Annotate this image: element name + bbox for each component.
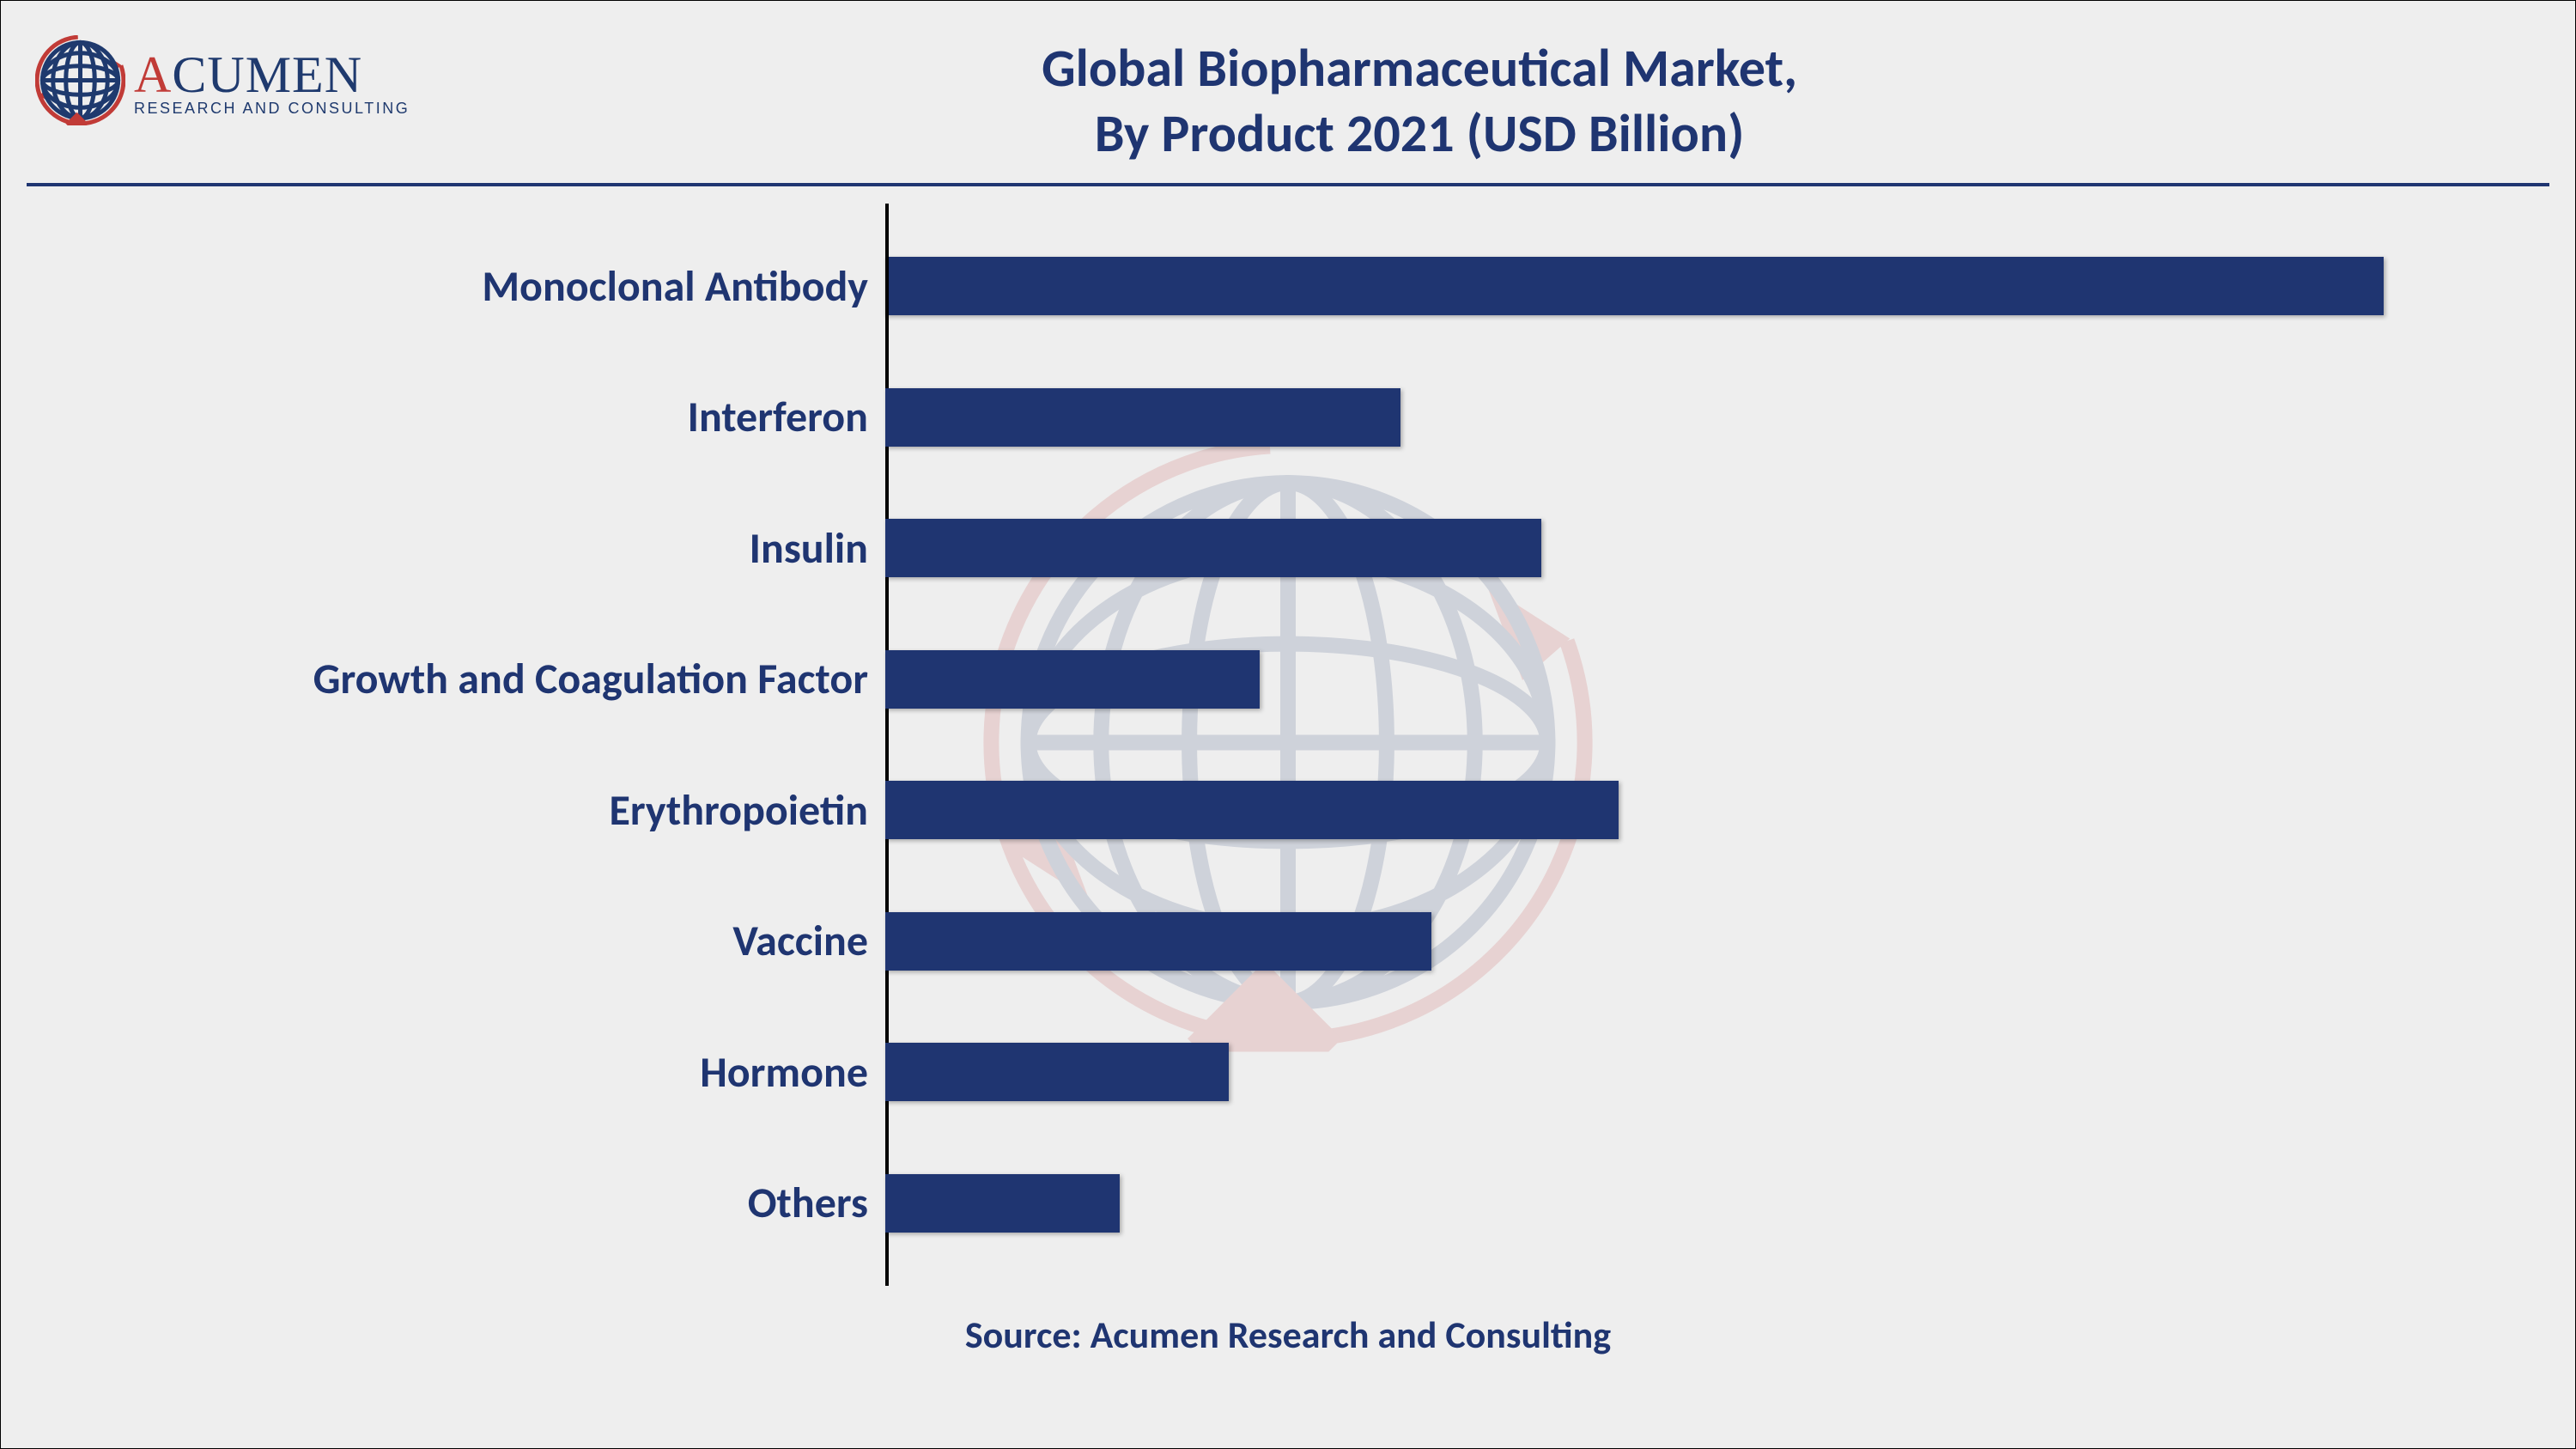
logo-sub: RESEARCH AND CONSULTING: [134, 100, 410, 116]
bar-track: [885, 352, 2446, 484]
bar: [885, 781, 1619, 839]
bar: [885, 1174, 1120, 1233]
logo-globe-icon: [35, 35, 125, 130]
category-label: Erythropoietin: [181, 784, 885, 837]
bar-row: Growth and Coagulation Factor: [181, 614, 2446, 746]
chart-rows: Monoclonal Antibody Interferon Insulin Grow…: [181, 221, 2446, 1269]
bar-track: [885, 614, 2446, 746]
logo: ACUMEN RESEARCH AND CONSULTING: [27, 27, 410, 130]
source-attribution: Source: Acumen Research and Consulting: [27, 1312, 2549, 1358]
bar-row: Others: [181, 1138, 2446, 1269]
chart-title: Global Biopharmaceutical Market, By Prod…: [444, 27, 2549, 166]
bar-row: Insulin: [181, 483, 2446, 614]
chart-area: Monoclonal Antibody Interferon Insulin Grow…: [27, 221, 2549, 1269]
bar-row: Vaccine: [181, 876, 2446, 1008]
logo-main: ACUMEN: [134, 49, 410, 100]
title-line-2: By Product 2021 (USD Billion): [444, 100, 2395, 166]
category-label: Vaccine: [181, 915, 885, 967]
chart-frame: ACUMEN RESEARCH AND CONSULTING Global Bi…: [0, 0, 2576, 1449]
logo-text: ACUMEN RESEARCH AND CONSULTING: [134, 49, 410, 116]
category-label: Insulin: [181, 522, 885, 575]
bar: [885, 257, 2384, 315]
bar-row: Interferon: [181, 352, 2446, 484]
category-label: Monoclonal Antibody: [181, 260, 885, 313]
category-label: Others: [181, 1177, 885, 1229]
title-line-1: Global Biopharmaceutical Market,: [444, 35, 2395, 100]
header: ACUMEN RESEARCH AND CONSULTING Global Bi…: [27, 27, 2549, 183]
bar-track: [885, 483, 2446, 614]
bar: [885, 388, 1400, 447]
bar: [885, 912, 1431, 971]
bar-row: Monoclonal Antibody: [181, 221, 2446, 352]
title-divider: [27, 183, 2549, 186]
bar-track: [885, 745, 2446, 876]
bar-track: [885, 221, 2446, 352]
bar-row: Erythropoietin: [181, 745, 2446, 876]
bar: [885, 650, 1260, 709]
category-label: Growth and Coagulation Factor: [181, 653, 885, 705]
category-label: Interferon: [181, 391, 885, 443]
bar-track: [885, 1007, 2446, 1138]
bar-track: [885, 876, 2446, 1008]
bar: [885, 1043, 1229, 1101]
bar-track: [885, 1138, 2446, 1269]
bar-row: Hormone: [181, 1007, 2446, 1138]
bar: [885, 519, 1541, 577]
category-label: Hormone: [181, 1046, 885, 1099]
